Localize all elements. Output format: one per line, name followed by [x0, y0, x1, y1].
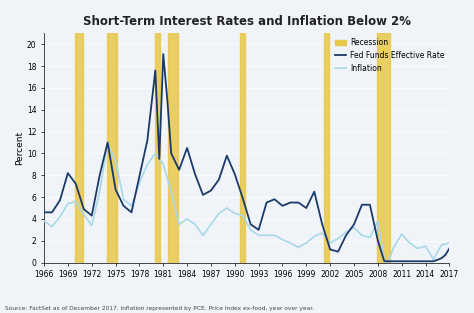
Fed Funds Effective Rate — [447, 247, 452, 250]
Inflation — [295, 245, 301, 249]
Fed Funds Effective Rate — [383, 259, 389, 263]
Inflation — [73, 200, 79, 203]
Y-axis label: Percent: Percent — [15, 131, 24, 165]
Fed Funds Effective Rate — [41, 210, 47, 214]
Inflation — [105, 141, 110, 144]
Bar — [324, 33, 329, 263]
Title: Short-Term Interest Rates and Inflation Below 2%: Short-Term Interest Rates and Inflation … — [82, 15, 410, 28]
Bar — [107, 33, 117, 263]
Fed Funds Effective Rate — [57, 198, 63, 202]
Inflation — [311, 234, 317, 238]
Inflation — [264, 233, 269, 237]
Bar — [239, 33, 245, 263]
Fed Funds Effective Rate — [156, 157, 162, 161]
Bar — [155, 33, 160, 263]
Inflation — [41, 219, 47, 223]
Legend: Recession, Fed Funds Effective Rate, Inflation: Recession, Fed Funds Effective Rate, Inf… — [332, 35, 448, 76]
Text: Source: FactSet as of December 2017. Inflation represented by PCE. Price Index e: Source: FactSet as of December 2017. Inf… — [5, 306, 314, 311]
Line: Fed Funds Effective Rate: Fed Funds Effective Rate — [44, 54, 449, 261]
Fed Funds Effective Rate — [224, 154, 230, 157]
Fed Funds Effective Rate — [335, 250, 341, 254]
Bar — [168, 33, 178, 263]
Fed Funds Effective Rate — [160, 52, 166, 56]
Bar — [377, 33, 390, 263]
Inflation — [240, 214, 246, 218]
Fed Funds Effective Rate — [65, 171, 71, 175]
Inflation — [192, 223, 198, 226]
Inflation — [447, 241, 452, 245]
Line: Inflation: Inflation — [44, 142, 449, 268]
Bar — [75, 33, 83, 263]
Fed Funds Effective Rate — [343, 233, 349, 237]
Inflation — [383, 266, 389, 270]
